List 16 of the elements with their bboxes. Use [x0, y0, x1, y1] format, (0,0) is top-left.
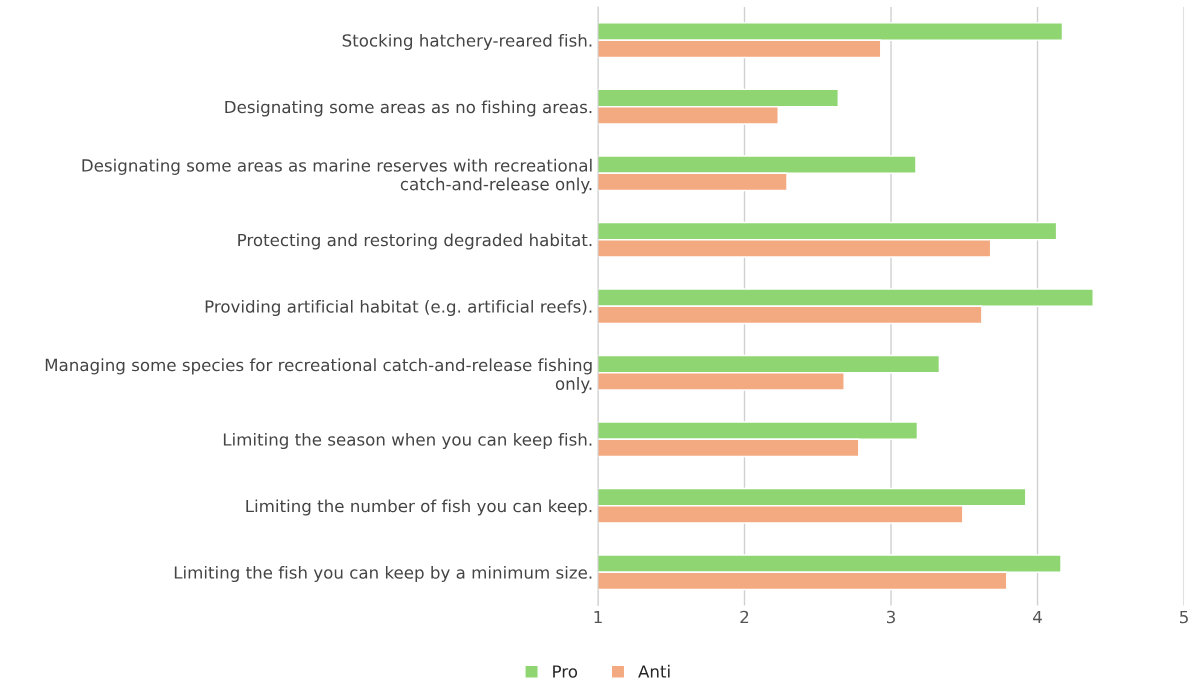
y-tick-label: Limiting the season when you can keep fish.: [223, 432, 592, 450]
x-tick-label: 5: [1180, 610, 1188, 624]
y-tick-label: Designating some areas as no fishing areas.: [225, 100, 592, 117]
y-tick-label: Limiting the number of fish you can keep.: [246, 499, 592, 516]
legend-label: Pro: [553, 665, 578, 678]
y-tick-label: Stocking hatchery-reared fish.: [342, 33, 592, 51]
y-tick-label: Protecting and restoring degraded habitat.: [238, 233, 592, 250]
x-tick-label: 4: [1033, 610, 1042, 624]
x-tick-label: 1: [594, 610, 602, 624]
y-tick-label: Designating some areas as marine reserves with recreational catch-and-release only.: [82, 158, 592, 194]
x-tick-label: 2: [740, 610, 749, 624]
x-tick-label: 3: [886, 610, 895, 624]
y-tick-label: Providing artificial habitat (e.g. artificial reefs).: [205, 299, 592, 317]
y-tick-label: Limiting the fish you can keep by a minimum size.: [174, 565, 592, 583]
legend-label: Anti: [638, 664, 670, 678]
y-tick-label: Managing some species for recreational catch-and-release fishing only.: [45, 358, 592, 394]
